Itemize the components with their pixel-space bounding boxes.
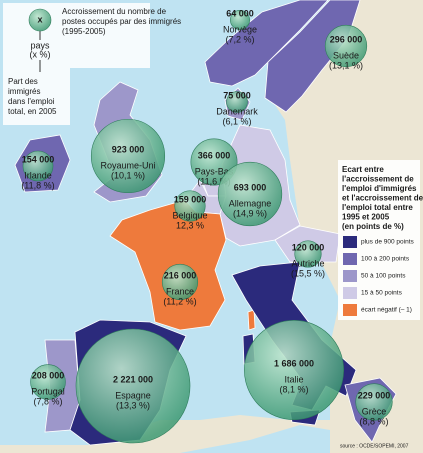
legend-title: Accroissement du nombre de: [62, 7, 167, 16]
bubble: [30, 364, 66, 400]
value-label: 75 000: [223, 90, 251, 100]
country-shape: [204, 0, 329, 87]
bubble: [22, 150, 54, 182]
value-label: 208 000: [32, 370, 65, 380]
legend-swatch: [343, 270, 357, 282]
legend-title: l'emploi d'immigrés: [342, 184, 417, 193]
value-label: 296 000: [330, 34, 363, 44]
legend-title: postes occupés par des immigrés: [62, 17, 181, 26]
value-label: 64 000: [226, 8, 254, 18]
legend-swatch: [343, 287, 357, 299]
country-name: Pays-Bas: [195, 166, 234, 176]
legend-swatch: [343, 253, 357, 265]
country-name: Espagne: [115, 390, 151, 400]
country-name: Belgique: [172, 210, 207, 220]
country-share: (13,1 %): [329, 60, 363, 70]
value-label: 154 000: [22, 154, 55, 164]
country-name: Royaume-Uni: [100, 160, 155, 170]
legend-swatch: [343, 236, 357, 248]
bubble: [355, 383, 393, 421]
country-share: (13,3 %): [116, 400, 150, 410]
value-label: 120 000: [292, 242, 325, 252]
bubble: [75, 328, 191, 444]
bubble: [294, 240, 322, 268]
bubble: [174, 190, 206, 222]
country-share: (8,8 %): [359, 416, 388, 426]
legend-title: 1995 et 2005: [342, 213, 390, 222]
country-name: Allemagne: [229, 198, 272, 208]
legend-title: et l'accroissement de: [342, 194, 423, 203]
value-label: 366 000: [198, 150, 231, 160]
country-share: (7,8 %): [33, 396, 62, 406]
country-share: (15,5 %): [291, 268, 325, 278]
legend-label: 15 à 50 points: [361, 290, 403, 297]
legend-swatch: [343, 304, 357, 316]
legend-label: plus de 900 points: [361, 239, 415, 246]
country-name: Norvège: [223, 24, 257, 34]
bubble: [161, 263, 199, 301]
legend-note: immigrés: [8, 87, 40, 96]
bubble: [90, 118, 166, 194]
value-label: 923 000: [112, 144, 145, 154]
legend-label: écart négatif (– 1): [361, 307, 412, 314]
bubble: [230, 10, 250, 30]
legend-title: Ecart entre: [342, 165, 384, 174]
value-label: 159 000: [174, 194, 207, 204]
country-name: France: [166, 286, 194, 296]
country-share: (11,8 %): [21, 180, 54, 190]
legend-country: pays: [30, 40, 50, 50]
legend-note: Part des: [8, 77, 38, 86]
legend-symbol: x: [37, 14, 42, 24]
country-share: (14,9 %): [233, 208, 267, 218]
country-share: (11,6 %): [197, 176, 230, 186]
country-name: Autriche: [291, 258, 324, 268]
legend-note: total, en 2005: [8, 107, 57, 116]
value-label: 1 686 000: [274, 358, 314, 368]
legend-label: 50 à 100 points: [361, 273, 406, 280]
bubble: [324, 24, 368, 68]
country-name: Danemark: [216, 106, 258, 116]
country-name: Portugal: [31, 386, 65, 396]
value-label: 693 000: [234, 182, 267, 192]
legend-title: (en points de %): [342, 222, 404, 231]
legend-title: l'emploi total entre: [342, 203, 413, 212]
country-share: (8,1 %): [279, 384, 308, 394]
bubble: [244, 320, 344, 420]
country-share: (11,2 %): [163, 296, 196, 306]
legend-label: 100 à 200 points: [361, 256, 410, 263]
bubble: [217, 161, 283, 227]
country-name: Suède: [333, 50, 359, 60]
value-label: 2 221 000: [113, 374, 153, 384]
country-name: Italie: [284, 374, 303, 384]
legend-bubble: [28, 8, 52, 32]
country-share: (10,1 %): [111, 170, 145, 180]
country-share: (7,2 %): [225, 34, 254, 44]
legend-share: (x %): [30, 49, 51, 59]
legend-title: l'accroissement de: [342, 175, 414, 184]
country-share: (6,1 %): [222, 116, 251, 126]
country-shape: [247, 309, 256, 331]
value-label: 229 000: [358, 390, 391, 400]
source: source : OCDE/SOPEMI, 2007: [340, 443, 409, 449]
legend-title: (1995-2005): [62, 27, 106, 36]
legend-note: dans l'emploi: [8, 97, 55, 106]
country-name: Irlande: [24, 170, 52, 180]
country-share: 12,3 %: [176, 220, 204, 230]
value-label: 216 000: [164, 270, 197, 280]
bubble: [226, 91, 248, 113]
country-name: Grèce: [362, 406, 387, 416]
